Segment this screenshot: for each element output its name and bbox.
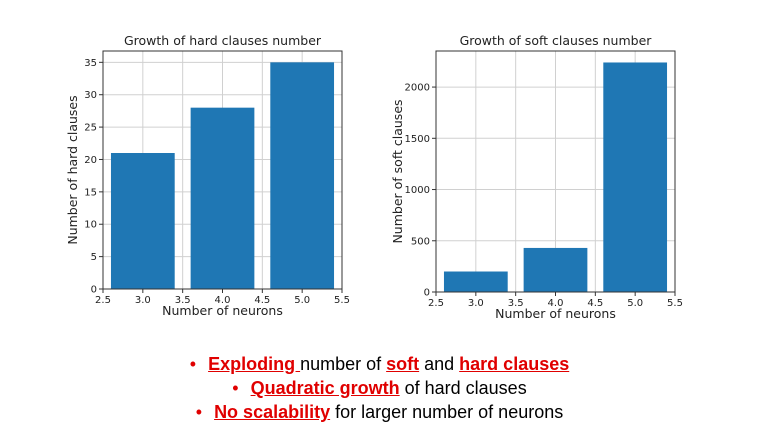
x-tick-label: 5.5	[334, 295, 350, 306]
y-tick-label: 0	[91, 285, 97, 296]
bar	[523, 247, 588, 292]
y-tick-label: 0	[424, 288, 430, 299]
y-axis-label: Number of hard clauses	[65, 95, 80, 244]
y-tick-label: 1000	[405, 185, 430, 196]
y-tick-label: 2000	[405, 83, 430, 94]
bar	[270, 62, 335, 290]
highlight-soft: soft	[386, 354, 420, 374]
bar	[110, 153, 175, 289]
bar	[190, 107, 255, 290]
y-tick-label: 20	[84, 155, 97, 166]
bullet-item-quadratic: • Quadratic growth of hard clauses	[0, 376, 759, 400]
y-axis-label: Number of soft clauses	[390, 99, 405, 243]
bullet-text: for larger number of neurons	[330, 402, 564, 422]
bullet-item-exploding: • Exploding number of soft and hard claus…	[0, 352, 759, 376]
y-tick-label: 500	[411, 236, 430, 247]
x-tick-label: 2.5	[95, 295, 111, 306]
x-axis-label: Number of neurons	[495, 306, 616, 321]
x-tick-label: 3.5	[508, 298, 524, 309]
y-tick-label: 5	[91, 252, 97, 263]
y-tick-label: 1500	[405, 134, 430, 145]
x-tick-label: 4.0	[548, 298, 564, 309]
bullet-dot: •	[189, 354, 197, 374]
y-tick-label: 25	[84, 123, 97, 134]
bar	[603, 62, 668, 292]
bullet-list: • Exploding number of soft and hard claus…	[0, 352, 759, 424]
x-tick-label: 4.5	[587, 298, 603, 309]
charts-canvas: 2.5 3.0 3.5 4.0 4.5 5.0 5.5 0 5 10 15 20 25 30 35 Growt…	[65, 33, 683, 321]
x-tick-label: 5.0	[294, 295, 310, 306]
highlight-exploding: Exploding	[208, 354, 301, 374]
highlight-quadratic-growth: Quadratic growth	[250, 378, 400, 398]
y-tick-label: 35	[84, 58, 97, 69]
bullet-dot: •	[195, 402, 203, 422]
bullet-text: number of	[300, 354, 387, 374]
y-tick-label: 30	[84, 90, 97, 101]
bullet-text: of hard clauses	[399, 378, 527, 398]
x-tick-label: 5.5	[667, 298, 683, 309]
bullet-dot: •	[232, 378, 239, 398]
x-tick-label: 4.0	[215, 295, 231, 306]
chart-title: Growth of soft clauses number	[460, 33, 653, 48]
bullet-text: and	[419, 354, 460, 374]
hard-clauses-chart: 2.5 3.0 3.5 4.0 4.5 5.0 5.5 0 5 10 15 20 25 30 35 Growt…	[65, 33, 350, 318]
x-tick-label: 3.0	[468, 298, 484, 309]
highlight-hard-clauses: hard clauses	[459, 354, 570, 374]
x-tick-label: 4.5	[254, 295, 270, 306]
bar	[443, 271, 508, 292]
chart-title: Growth of hard clauses number	[124, 33, 322, 48]
y-tick-label: 15	[84, 187, 97, 198]
x-tick-label: 2.5	[428, 298, 444, 309]
x-tick-label: 5.0	[627, 298, 643, 309]
highlight-no-scalability: No scalability	[214, 402, 331, 422]
soft-clauses-chart: 2.5 3.0 3.5 4.0 4.5 5.0 5.5 0 500 1000 1500 2000 Gro…	[390, 33, 683, 321]
y-tick-label: 10	[84, 220, 97, 231]
bullet-item-scalability: • No scalability for larger number of neu…	[0, 400, 759, 424]
x-tick-label: 3.5	[175, 295, 191, 306]
x-axis-label: Number of neurons	[162, 303, 283, 318]
x-tick-label: 3.0	[135, 295, 151, 306]
